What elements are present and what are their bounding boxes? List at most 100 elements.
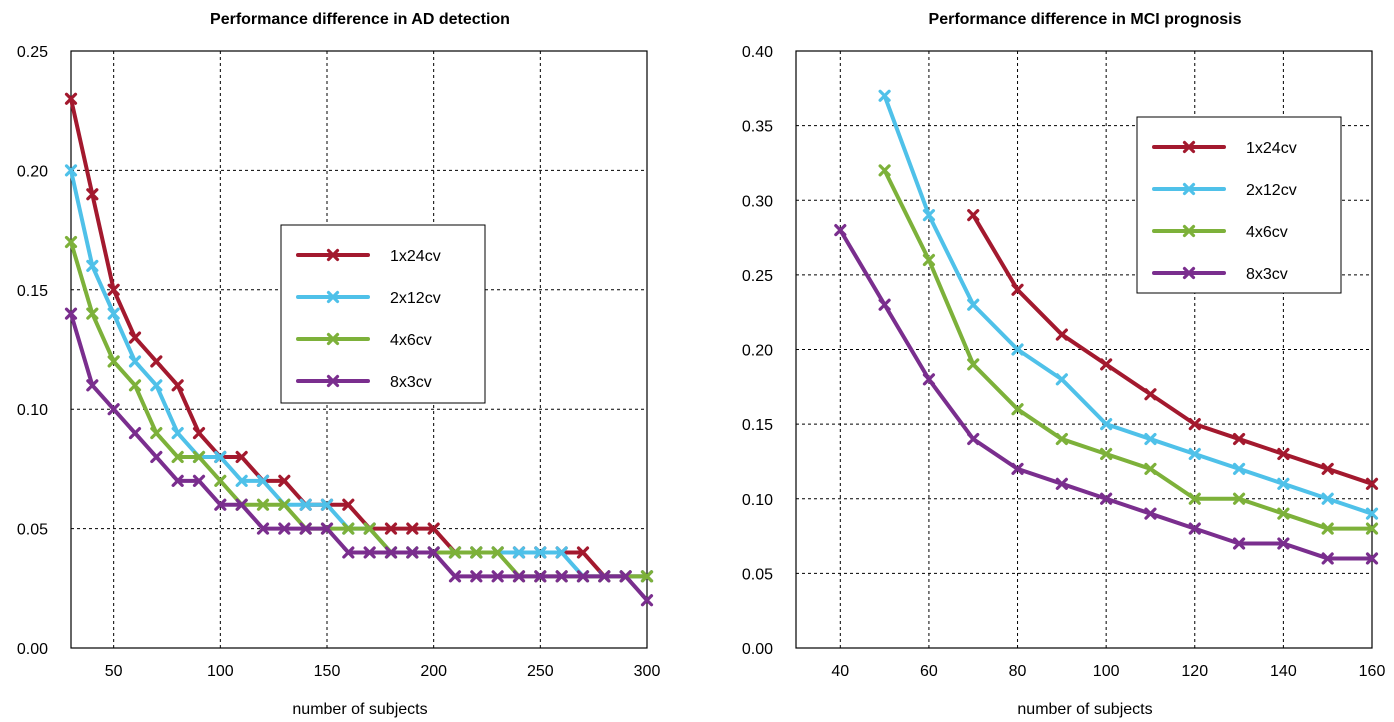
data-point-marker	[320, 522, 334, 535]
x-tick-label: 150	[314, 663, 341, 680]
data-point-marker	[1365, 522, 1379, 535]
y-tick-label: 0.40	[742, 44, 773, 61]
data-point-marker	[1144, 388, 1157, 401]
data-point-marker	[1188, 418, 1201, 431]
data-point-marker	[534, 570, 547, 583]
data-point-marker	[448, 570, 462, 583]
data-point-marker	[192, 426, 206, 440]
y-tick-label: 0.05	[742, 566, 773, 583]
data-point-marker	[363, 522, 376, 535]
data-point-marker	[150, 450, 163, 464]
data-point-marker	[1321, 522, 1334, 535]
data-point-marker	[834, 224, 847, 237]
data-point-marker	[150, 355, 163, 368]
data-point-marker	[922, 209, 936, 222]
legend-marker	[326, 332, 340, 346]
x-tick-label: 250	[527, 663, 554, 680]
legend-marker	[1182, 266, 1196, 280]
y-tick-label: 0.35	[742, 119, 773, 136]
chart-title: Performance difference in AD detection	[210, 11, 510, 28]
legend-label: 1x24cv	[390, 248, 441, 265]
data-point-marker	[1188, 522, 1201, 535]
data-point-marker	[427, 522, 440, 535]
legend-label: 4x6cv	[1246, 224, 1288, 241]
data-point-marker	[1100, 447, 1113, 461]
data-point-marker	[150, 426, 163, 440]
x-tick-label: 40	[831, 663, 849, 680]
data-point-marker	[86, 379, 99, 392]
data-point-marker	[86, 188, 99, 201]
data-point-marker	[427, 546, 440, 559]
data-point-marker	[512, 546, 526, 559]
data-point-marker	[1011, 283, 1024, 296]
data-point-marker	[619, 570, 632, 583]
legend-box	[1136, 116, 1342, 294]
legend-marker	[326, 290, 340, 304]
data-point-marker	[598, 570, 611, 583]
data-point-marker	[107, 283, 120, 296]
data-point-marker	[1365, 552, 1379, 565]
data-point-marker	[64, 235, 78, 249]
data-point-marker	[1011, 462, 1024, 475]
data-point-marker	[512, 570, 526, 583]
data-point-marker	[1055, 432, 1068, 446]
x-tick-label: 300	[634, 663, 661, 680]
data-point-marker	[878, 298, 891, 311]
data-point-marker	[470, 570, 483, 583]
data-point-marker	[128, 331, 142, 344]
data-point-marker	[192, 450, 206, 464]
y-tick-label: 0.15	[17, 283, 48, 300]
x-tick-label: 60	[920, 663, 938, 680]
plot-area-border	[795, 50, 1373, 649]
data-point-marker	[107, 403, 120, 416]
data-point-marker	[491, 546, 504, 559]
legend-marker	[1182, 140, 1196, 154]
data-point-marker	[256, 498, 270, 511]
x-axis-label: number of subjects	[1017, 701, 1152, 718]
data-point-marker	[278, 498, 291, 511]
series-2x12cv	[878, 89, 1379, 520]
data-point-marker	[1100, 358, 1113, 371]
data-point-marker	[64, 307, 78, 320]
data-point-marker	[1321, 492, 1334, 505]
series-line	[882, 168, 1374, 531]
data-point-marker	[555, 570, 568, 583]
data-point-marker	[1277, 477, 1290, 490]
data-point-marker	[878, 164, 891, 177]
data-point-marker	[1365, 507, 1379, 520]
legend-box	[280, 224, 486, 404]
data-point-marker	[128, 379, 142, 392]
data-point-marker	[384, 546, 398, 559]
series-4x6cv	[878, 164, 1379, 535]
data-point-marker	[384, 522, 398, 535]
data-point-marker	[1011, 403, 1024, 416]
x-tick-label: 100	[1093, 663, 1120, 680]
series-8x3cv	[64, 307, 654, 607]
y-tick-label: 0.20	[742, 343, 773, 360]
data-point-marker	[128, 426, 142, 440]
data-point-marker	[150, 379, 163, 392]
data-point-marker	[64, 164, 78, 177]
data-point-marker	[342, 498, 355, 511]
x-tick-label: 50	[105, 663, 123, 680]
data-point-marker	[576, 546, 590, 559]
data-point-marker	[235, 498, 248, 511]
data-point-marker	[1232, 537, 1246, 550]
data-point-marker	[320, 498, 334, 511]
series-1x24cv	[967, 209, 1379, 490]
data-point-marker	[214, 498, 227, 511]
y-tick-label: 0.20	[17, 163, 48, 180]
x-tick-label: 160	[1359, 663, 1386, 680]
data-point-marker	[86, 307, 99, 320]
data-point-marker	[470, 546, 483, 559]
y-tick-label: 0.00	[17, 641, 48, 658]
data-point-marker	[128, 355, 142, 368]
legend-label: 2x12cv	[390, 290, 441, 307]
x-tick-label: 100	[207, 663, 234, 680]
chart-title: Performance difference in MCI prognosis	[929, 11, 1242, 28]
x-axis-label: number of subjects	[292, 701, 427, 718]
data-point-marker	[235, 450, 248, 464]
data-point-marker	[1055, 373, 1068, 386]
data-point-marker	[214, 474, 227, 487]
data-point-marker	[1144, 462, 1157, 475]
